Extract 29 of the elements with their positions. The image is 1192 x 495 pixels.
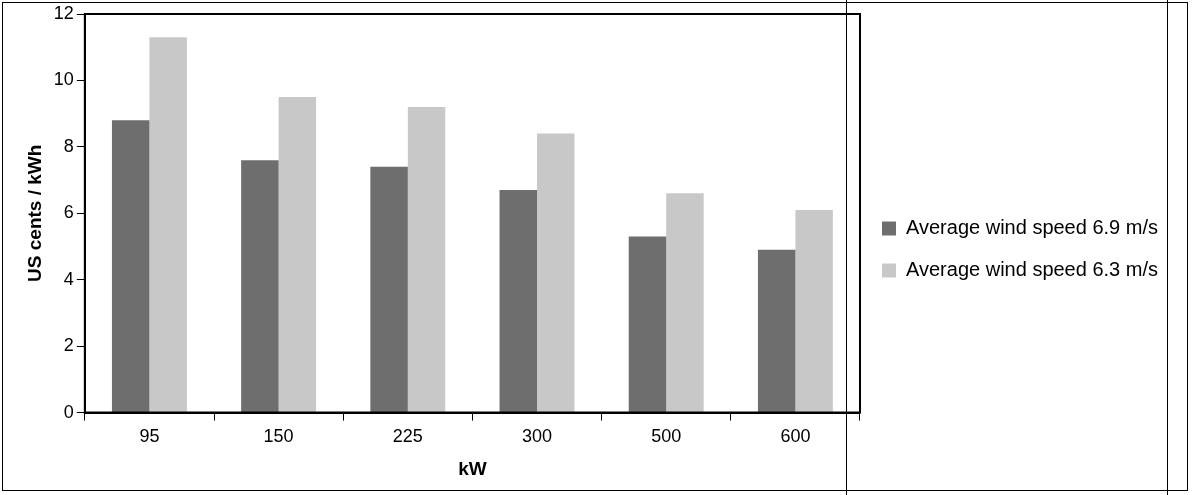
legend-label: Average wind speed 6.9 m/s xyxy=(906,216,1159,239)
bar xyxy=(795,209,833,413)
bar xyxy=(499,190,538,413)
y-tick-label: 4 xyxy=(63,268,74,289)
bar xyxy=(407,107,446,413)
x-tick-label: 95 xyxy=(139,426,160,447)
bar xyxy=(666,193,704,413)
bar xyxy=(628,236,667,413)
bar xyxy=(241,160,279,413)
x-tick-label: 150 xyxy=(263,426,294,447)
x-tick-label: 500 xyxy=(651,426,682,447)
bar xyxy=(149,37,187,413)
legend-label: Average wind speed 6.3 m/s xyxy=(906,258,1159,281)
x-tick-label: 225 xyxy=(392,426,423,447)
x-tick-label: 300 xyxy=(521,426,553,447)
y-tick-label: 10 xyxy=(53,69,74,90)
y-axis-title: US cents / kWh xyxy=(23,144,45,282)
y-tick-label: 12 xyxy=(53,2,74,23)
y-tick-label: 2 xyxy=(63,335,74,356)
bar xyxy=(278,97,317,413)
y-tick-label: 8 xyxy=(63,135,74,156)
bar xyxy=(537,133,575,413)
x-tick-label: 600 xyxy=(780,426,811,447)
y-tick-label: 6 xyxy=(63,202,74,223)
y-tick-label: 0 xyxy=(63,401,74,422)
bar xyxy=(757,249,796,413)
bar xyxy=(370,166,408,413)
bar xyxy=(111,120,150,413)
x-axis-title: kW xyxy=(458,457,487,479)
